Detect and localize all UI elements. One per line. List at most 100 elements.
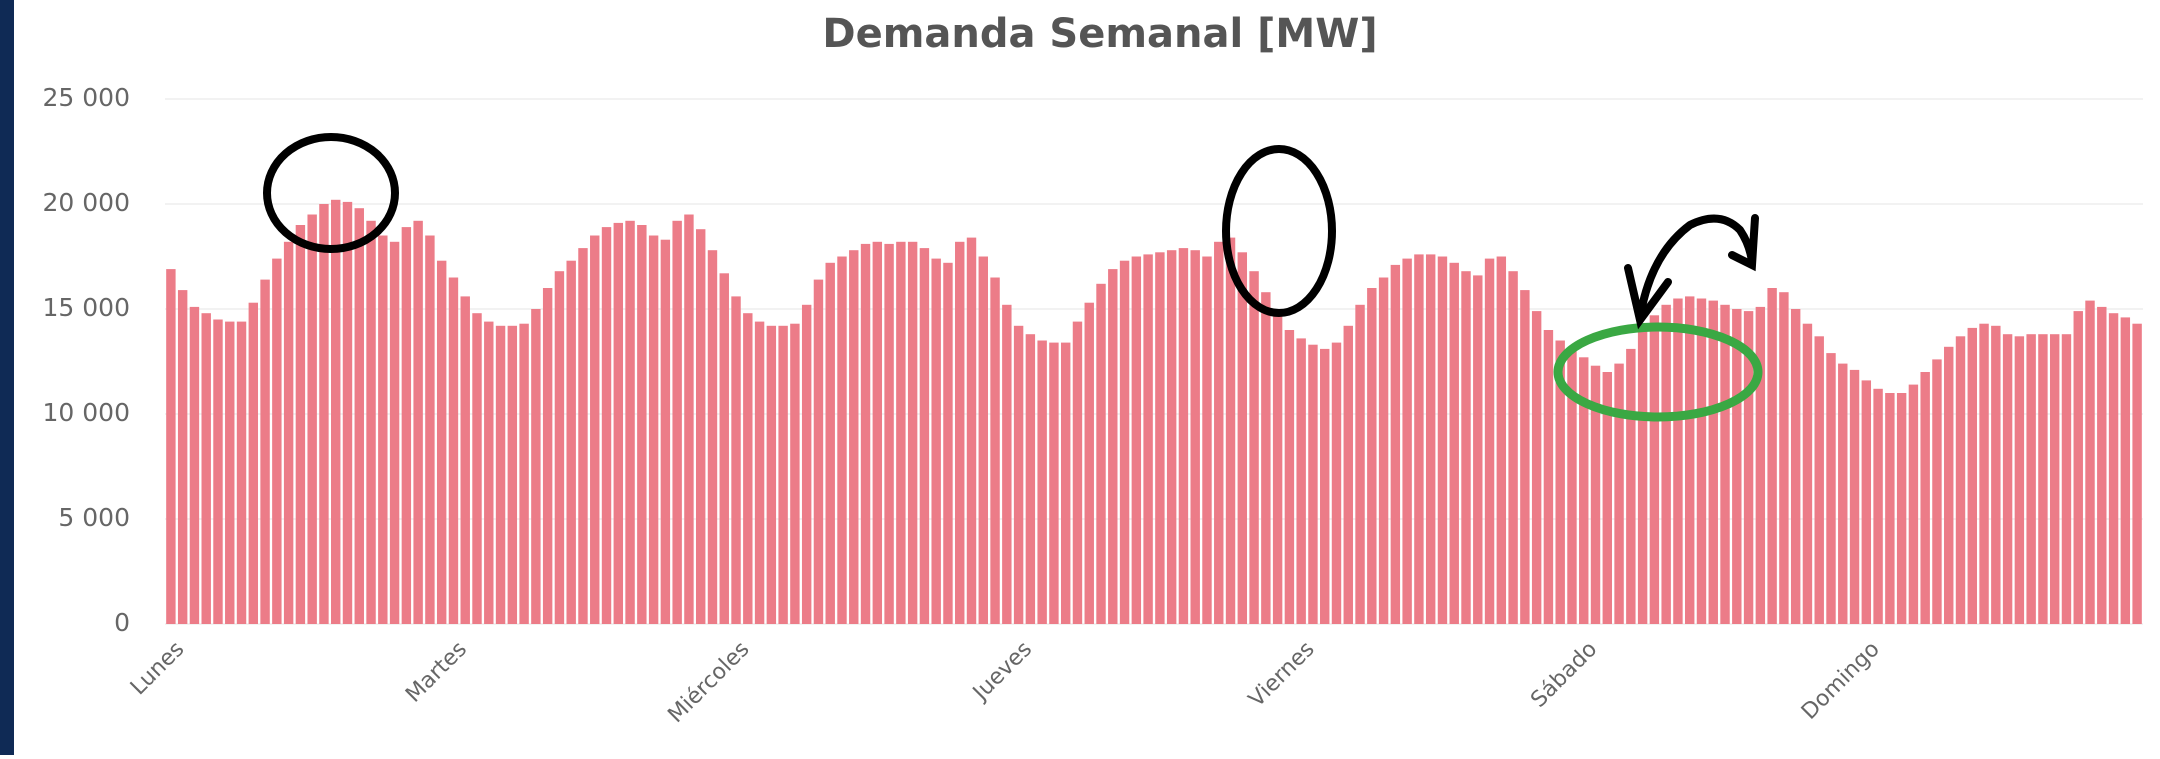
y-tick-label: 0 xyxy=(114,608,130,637)
bar xyxy=(436,260,447,624)
bar xyxy=(1249,271,1259,624)
bar xyxy=(378,235,388,624)
bar xyxy=(1155,252,1165,625)
bar xyxy=(790,323,800,624)
bar xyxy=(236,321,247,624)
bar xyxy=(707,250,718,624)
bar xyxy=(1896,393,1907,624)
bar xyxy=(307,214,317,624)
bar xyxy=(1861,380,1872,624)
bar xyxy=(1720,304,1730,624)
bar xyxy=(1449,262,1459,624)
plot: 0 5 000 10 000 15 000 20 000 25 000 Lunes Marte… xyxy=(43,83,2143,728)
bar xyxy=(1002,304,1012,624)
bar xyxy=(1272,313,1283,624)
bar xyxy=(1355,304,1365,624)
bar xyxy=(778,325,788,624)
y-tick-label: 15 000 xyxy=(43,293,130,322)
bar xyxy=(1508,271,1518,624)
bar xyxy=(837,256,847,624)
bar xyxy=(1484,258,1495,624)
bar xyxy=(2132,323,2142,624)
bar xyxy=(495,325,506,624)
bar xyxy=(1037,340,1047,624)
bar xyxy=(743,313,753,624)
bar xyxy=(566,260,576,624)
bar xyxy=(695,229,706,624)
bar xyxy=(554,271,565,624)
bar xyxy=(272,258,282,624)
bar xyxy=(1437,256,1448,624)
bar xyxy=(2108,313,2119,624)
annotation-arrowhead xyxy=(1728,214,1759,272)
bar xyxy=(1131,256,1142,624)
bar xyxy=(1590,365,1601,624)
bar xyxy=(1531,311,1542,624)
y-tick-label: 5 000 xyxy=(58,503,130,532)
bar xyxy=(1390,264,1401,624)
bar xyxy=(1661,304,1671,624)
bar xyxy=(766,325,777,624)
bar xyxy=(1908,384,1919,624)
bar xyxy=(1673,298,1683,624)
bar xyxy=(1779,292,1789,624)
bar xyxy=(990,277,1000,624)
bar xyxy=(590,235,600,624)
bar xyxy=(1378,277,1389,624)
bar xyxy=(1944,346,1954,624)
bar xyxy=(1096,283,1106,624)
bar xyxy=(719,273,729,624)
bar xyxy=(660,239,671,624)
bar xyxy=(1932,359,1942,624)
bar xyxy=(1979,323,1989,624)
bar xyxy=(1190,250,1200,624)
bar xyxy=(531,309,541,624)
bar xyxy=(1461,271,1471,624)
annotation-ellipse xyxy=(1553,322,1763,422)
bar xyxy=(2085,300,2095,624)
bar xyxy=(1496,256,1507,624)
bar xyxy=(519,323,529,624)
bar xyxy=(484,321,494,624)
bar xyxy=(955,241,965,625)
bar xyxy=(166,269,176,624)
bar xyxy=(225,321,235,624)
bar xyxy=(2038,334,2048,624)
bar xyxy=(448,277,459,624)
bar xyxy=(472,313,482,624)
bar xyxy=(1119,260,1130,624)
bar xyxy=(1166,250,1177,624)
x-tick-label: Viernes xyxy=(1244,637,1320,713)
bar xyxy=(1602,372,1613,624)
bar xyxy=(1261,292,1271,624)
bar xyxy=(731,296,741,624)
bar xyxy=(872,241,883,625)
x-tick-label: Lunes xyxy=(126,637,189,700)
bar xyxy=(1225,237,1236,624)
bar xyxy=(413,220,423,625)
bar xyxy=(1743,311,1754,624)
bar xyxy=(637,225,647,624)
bar xyxy=(1873,388,1883,624)
bar xyxy=(1520,290,1530,624)
bar xyxy=(578,248,588,624)
bar xyxy=(213,319,223,624)
bar xyxy=(672,220,682,625)
bar xyxy=(1178,248,1189,624)
bar xyxy=(1767,288,1777,624)
bar xyxy=(1920,372,1930,624)
bar xyxy=(1331,342,1342,624)
x-tick-label: Martes xyxy=(401,637,472,708)
bar xyxy=(1072,321,1083,624)
annotation-circle xyxy=(1222,145,1336,317)
bar xyxy=(1013,325,1024,624)
bar xyxy=(2073,311,2083,624)
bar xyxy=(813,279,824,624)
bar xyxy=(2097,306,2107,624)
annotations xyxy=(263,133,1763,422)
bar xyxy=(907,241,918,625)
bar xyxy=(931,258,941,624)
bar xyxy=(1414,254,1424,624)
bar xyxy=(366,220,376,625)
bar xyxy=(1885,393,1895,624)
